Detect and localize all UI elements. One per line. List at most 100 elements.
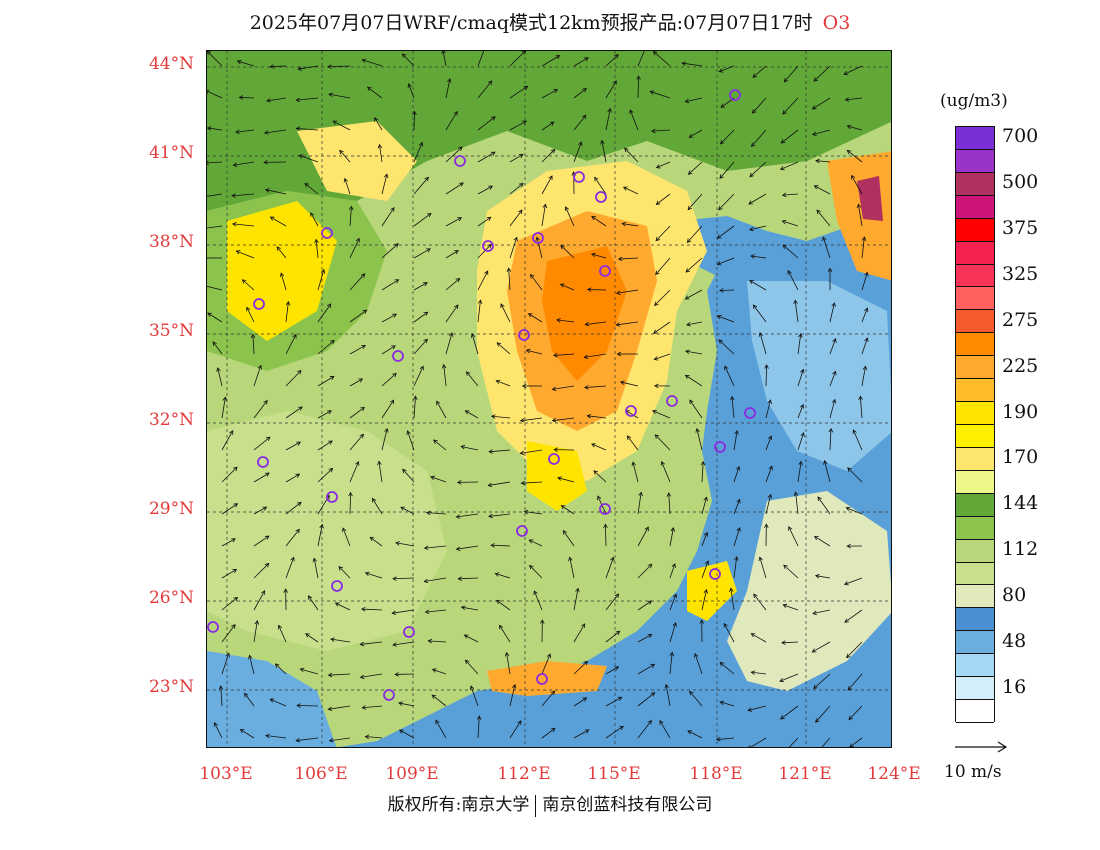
wind-arrow [455, 545, 479, 551]
station-marker[interactable] [625, 405, 637, 417]
station-marker[interactable] [454, 155, 466, 167]
wind-arrow [541, 55, 561, 67]
wind-arrow [765, 399, 772, 419]
station-marker[interactable] [392, 350, 404, 362]
station-marker[interactable] [383, 689, 395, 701]
wind-arrow [207, 160, 223, 166]
pollutant-species-label: O3 [822, 12, 851, 34]
wind-arrow [541, 89, 559, 99]
wind-arrow [372, 497, 383, 515]
station-marker[interactable] [403, 626, 415, 638]
wind-arrow [624, 147, 639, 163]
longitude-label: 121°E [778, 764, 832, 784]
wind-arrow [813, 535, 831, 547]
longitude-label: 124°E [867, 764, 921, 784]
wind-arrow [584, 321, 607, 327]
colorbar-segment [956, 127, 994, 150]
wind-arrow [827, 267, 833, 291]
wind-arrow [296, 703, 319, 708]
forecast-map[interactable] [206, 50, 892, 748]
wind-arrow [253, 472, 270, 483]
wind-arrow [423, 545, 447, 551]
station-marker[interactable] [729, 89, 741, 101]
station-marker[interactable] [482, 240, 494, 252]
wind-arrow [509, 51, 527, 67]
station-marker[interactable] [516, 525, 528, 537]
wind-arrow [221, 596, 239, 611]
wind-arrow [637, 563, 653, 579]
wind-arrow [701, 531, 709, 547]
wind-arrow [441, 51, 447, 67]
station-marker[interactable] [321, 227, 333, 239]
wind-arrow [406, 430, 415, 451]
wind-arrow [781, 192, 799, 198]
wind-arrow [221, 503, 239, 515]
wind-arrow [457, 576, 479, 581]
wind-arrow [509, 236, 518, 259]
wind-arrow [605, 630, 621, 643]
station-marker[interactable] [326, 491, 338, 503]
station-marker[interactable] [253, 298, 265, 310]
wind-arrow [413, 141, 424, 163]
wind-arrow [359, 641, 383, 647]
colorbar-segment [956, 333, 994, 357]
wind-arrow [541, 690, 556, 707]
wind-arrow [299, 667, 319, 675]
wind-arrow [232, 161, 255, 167]
wind-arrow [861, 365, 868, 387]
wind-arrow [455, 513, 479, 519]
wind-arrow [700, 460, 706, 483]
wind-arrow [317, 410, 332, 419]
wind-arrow [718, 65, 735, 73]
station-marker[interactable] [666, 395, 678, 407]
station-marker[interactable] [532, 232, 544, 244]
wind-arrow [797, 460, 803, 483]
copyright-divider [535, 794, 537, 817]
station-marker[interactable] [257, 456, 269, 468]
wind-arrow [701, 496, 708, 515]
wind-arrow [490, 543, 511, 548]
wind-arrow [285, 406, 303, 419]
wind-arrow [445, 182, 464, 195]
station-marker[interactable] [709, 568, 721, 580]
wind-arrow [463, 634, 479, 643]
wind-arrow [701, 588, 708, 611]
wind-arrow [758, 556, 767, 579]
station-marker[interactable] [536, 673, 548, 685]
wind-arrow [560, 244, 575, 259]
wind-arrow [338, 566, 351, 579]
colorbar-segment [956, 195, 994, 219]
wind-arrow [605, 80, 617, 99]
wind-arrow [685, 257, 703, 273]
wind-arrow [360, 606, 383, 612]
wind-arrow [716, 257, 735, 266]
wind-arrow [685, 349, 703, 355]
wind-arrow [435, 719, 447, 739]
wind-arrow [330, 637, 351, 643]
wind-arrow [312, 557, 319, 579]
wind-arrow [445, 110, 458, 131]
station-marker[interactable] [573, 171, 585, 183]
station-marker[interactable] [207, 621, 219, 633]
station-marker[interactable] [595, 191, 607, 203]
station-marker[interactable] [599, 265, 611, 277]
wind-arrow [651, 409, 671, 419]
colorbar-segment [956, 447, 994, 471]
station-marker[interactable] [599, 503, 611, 515]
wind-arrow [509, 85, 529, 99]
station-marker[interactable] [331, 580, 343, 592]
station-marker[interactable] [518, 329, 530, 341]
wind-arrow [314, 238, 319, 259]
colorbar-segment [956, 585, 994, 609]
wind-arrow [307, 595, 319, 611]
wind-arrow [317, 375, 335, 387]
wind-arrow [253, 535, 270, 547]
station-marker[interactable] [548, 453, 560, 465]
wind-arrow [811, 97, 831, 110]
station-marker[interactable] [714, 441, 726, 453]
wind-arrow [427, 638, 447, 644]
northeast-core-zone [857, 176, 883, 221]
station-marker[interactable] [744, 407, 756, 419]
wind-arrow [400, 506, 415, 515]
colorbar-segment [956, 310, 994, 334]
